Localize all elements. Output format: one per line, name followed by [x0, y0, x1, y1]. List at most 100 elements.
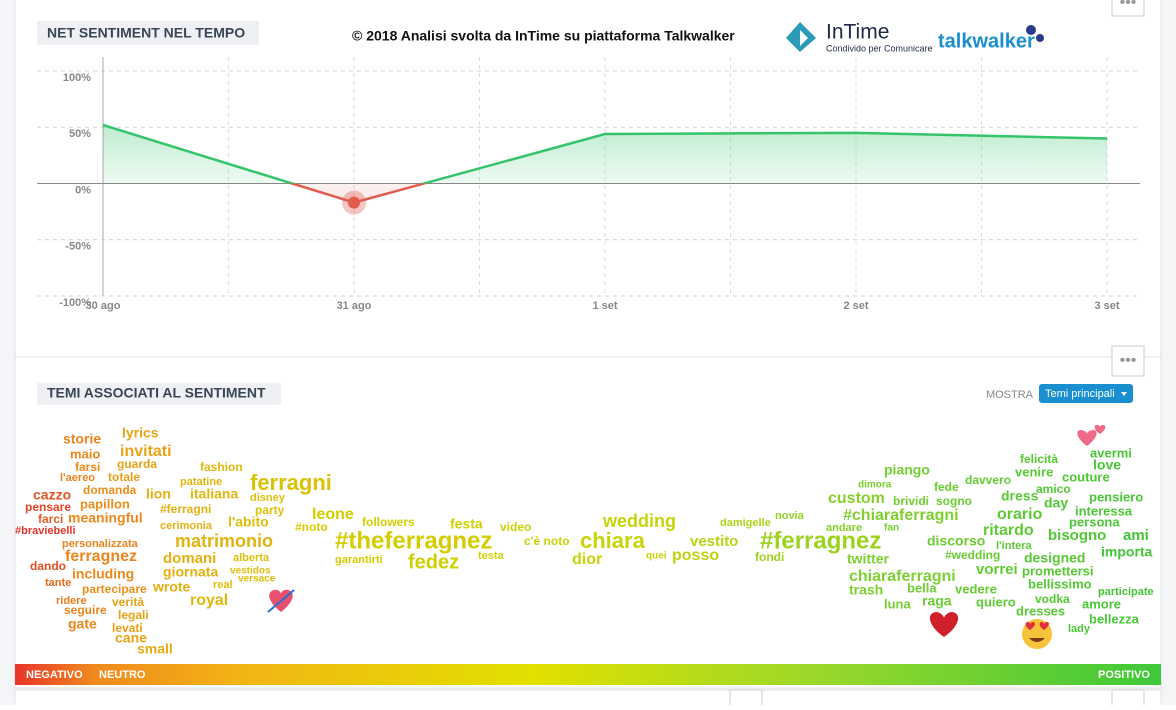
word[interactable]: l'aereo — [60, 472, 95, 484]
word[interactable]: small — [137, 641, 173, 657]
word[interactable]: tante — [45, 577, 71, 589]
word[interactable]: cerimonia — [160, 520, 213, 532]
word[interactable]: #theferragnez — [335, 527, 492, 554]
dropdown-caret[interactable] — [1121, 392, 1127, 396]
word[interactable]: chiaraferragni — [849, 568, 956, 585]
word[interactable]: bisogno — [1048, 527, 1106, 544]
word[interactable]: sogno — [936, 494, 972, 508]
word[interactable]: meaningful — [68, 510, 143, 526]
word[interactable]: fashion — [200, 460, 243, 474]
word[interactable]: fedez — [408, 551, 459, 573]
word[interactable]: invitati — [120, 443, 172, 460]
word[interactable]: bellissimo — [1028, 576, 1092, 591]
word[interactable]: dresses — [1016, 603, 1065, 618]
word[interactable]: giornata — [163, 564, 218, 580]
word[interactable]: avermi — [1090, 445, 1132, 460]
word[interactable]: lion — [146, 486, 171, 502]
word[interactable]: pensare — [25, 500, 71, 514]
menu-button-box[interactable] — [1111, 689, 1145, 710]
word[interactable]: day — [1044, 495, 1068, 511]
word[interactable]: #ferragni — [160, 502, 211, 516]
word[interactable]: l'abito — [228, 514, 269, 530]
word[interactable]: custom — [828, 490, 885, 507]
word[interactable]: verità — [112, 595, 144, 609]
word[interactable]: royal — [190, 592, 228, 609]
word[interactable]: #ferragnez — [760, 527, 881, 554]
word[interactable]: andare — [826, 522, 862, 534]
word[interactable]: vorrei — [976, 561, 1018, 578]
word[interactable]: ami — [1123, 527, 1149, 544]
word[interactable]: vestito — [690, 533, 738, 550]
word[interactable]: ferragnez — [65, 548, 137, 565]
word[interactable]: quiero — [976, 594, 1016, 609]
word[interactable]: ritardo — [983, 522, 1034, 539]
word[interactable]: orario — [997, 506, 1043, 523]
word[interactable]: persona — [1069, 514, 1120, 529]
word[interactable]: dress — [1001, 488, 1039, 504]
word[interactable]: chiara — [580, 528, 646, 553]
word[interactable]: domanda — [83, 483, 137, 497]
word[interactable]: alberta — [233, 552, 270, 564]
topic-selector[interactable]: Temi principali — [1039, 384, 1133, 403]
word[interactable]: dior — [572, 551, 602, 568]
word[interactable]: leone — [312, 506, 354, 523]
word[interactable]: couture — [1062, 469, 1110, 484]
word[interactable]: video — [500, 520, 531, 534]
word[interactable]: cazzo — [33, 487, 71, 503]
word[interactable]: discorso — [927, 533, 985, 549]
word[interactable]: garantirti — [335, 554, 383, 566]
word[interactable]: raga — [922, 593, 952, 609]
word[interactable]: #chiaraferragni — [843, 507, 959, 524]
word[interactable]: promettersi — [1022, 563, 1094, 578]
word[interactable]: davvero — [965, 473, 1011, 487]
word[interactable]: brividi — [893, 494, 929, 508]
menu-button-box[interactable] — [1111, 345, 1145, 377]
word[interactable]: dando — [30, 559, 66, 573]
word[interactable]: cane — [115, 630, 147, 646]
menu-dots[interactable]: ••• — [1120, 352, 1137, 369]
word[interactable]: fan — [884, 523, 899, 534]
word[interactable]: farsi — [75, 460, 100, 474]
word[interactable]: gate — [68, 616, 97, 632]
word[interactable]: festa — [450, 516, 483, 532]
menu-button-box[interactable] — [729, 689, 763, 710]
word[interactable]: #noto — [295, 520, 328, 534]
word[interactable]: amore — [1082, 596, 1121, 611]
menu-button-box[interactable] — [1111, 0, 1145, 17]
word[interactable]: posso — [672, 547, 719, 564]
word[interactable]: papillon — [80, 496, 130, 511]
word[interactable]: novia — [775, 510, 805, 522]
word[interactable]: versace — [238, 574, 276, 585]
word[interactable]: ferragni — [250, 470, 332, 495]
word[interactable]: italiana — [190, 486, 238, 502]
menu-dots[interactable]: ••• — [1120, 0, 1137, 11]
word[interactable]: partecipare — [82, 582, 147, 596]
word[interactable]: seguire — [64, 603, 107, 617]
word[interactable]: interessa — [1075, 503, 1133, 518]
word[interactable]: participate — [1098, 586, 1154, 598]
word[interactable]: farci — [38, 512, 63, 526]
word[interactable]: importa — [1101, 544, 1153, 560]
menu-button[interactable]: ••• — [1111, 0, 1145, 17]
word[interactable]: matrimonio — [175, 531, 273, 551]
word[interactable]: l'intera — [996, 540, 1033, 552]
word[interactable]: venire — [1015, 464, 1053, 479]
word[interactable]: c'è noto — [524, 534, 570, 548]
word[interactable]: twitter — [847, 551, 890, 567]
word[interactable]: damigelle — [720, 517, 771, 529]
word[interactable]: luna — [884, 596, 911, 611]
word[interactable]: disney — [250, 492, 286, 504]
word[interactable]: testa — [478, 550, 505, 562]
word[interactable]: real — [213, 579, 233, 591]
word[interactable]: lady — [1068, 623, 1091, 635]
word[interactable]: vestidos — [230, 566, 271, 577]
word[interactable]: vedere — [955, 581, 997, 596]
word[interactable]: #braviebelli — [15, 525, 76, 537]
word[interactable]: trash — [849, 582, 883, 598]
word[interactable]: wedding — [602, 511, 676, 531]
word[interactable]: followers — [362, 515, 415, 529]
word[interactable]: amico — [1036, 482, 1071, 496]
word[interactable]: quei — [646, 551, 667, 562]
word[interactable]: totale — [108, 470, 140, 484]
word[interactable]: designed — [1024, 550, 1085, 566]
